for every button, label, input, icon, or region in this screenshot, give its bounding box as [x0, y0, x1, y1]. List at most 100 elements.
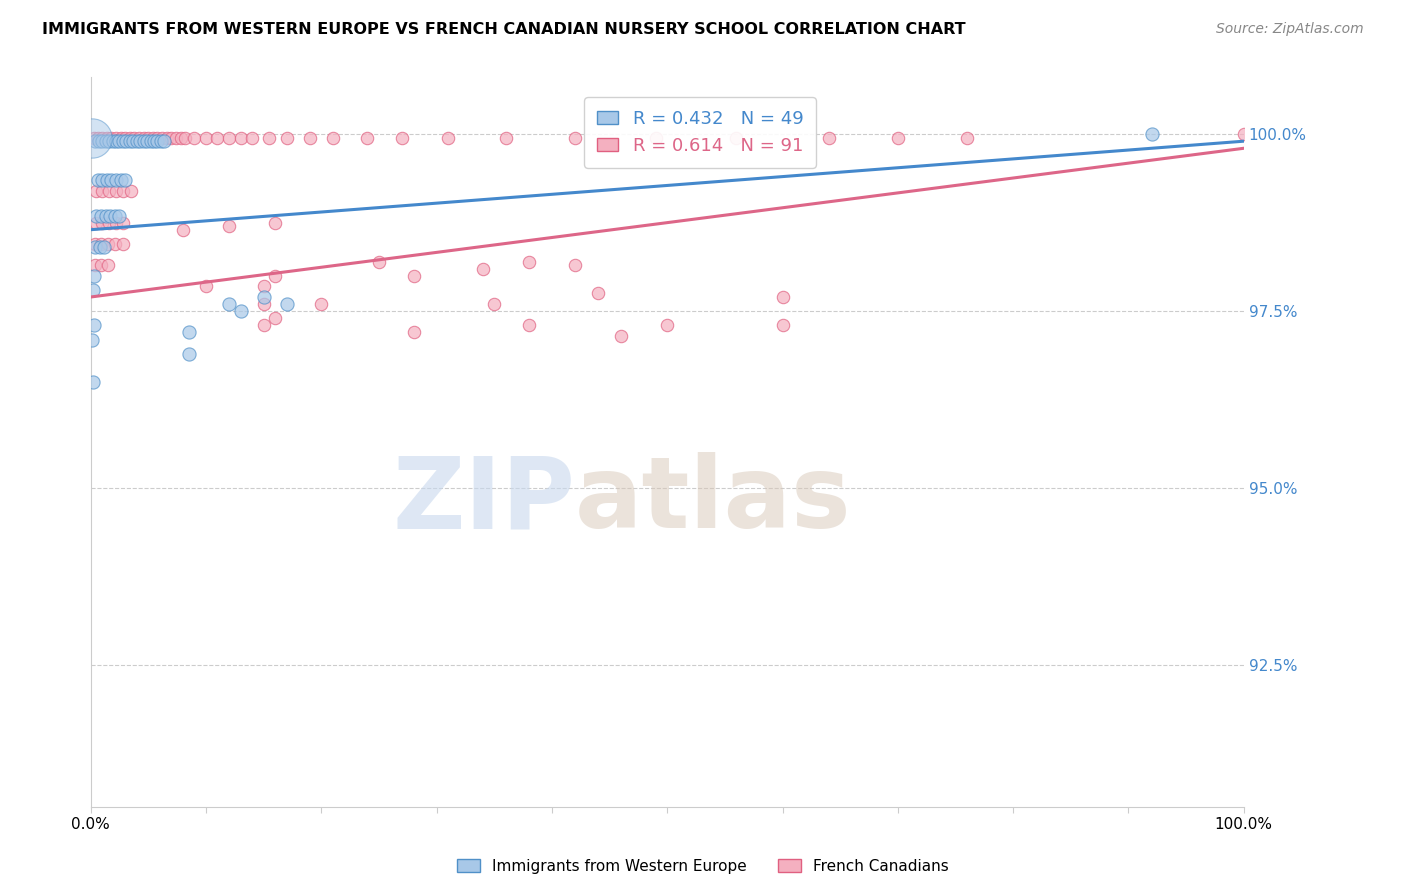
Point: [471, 261, 494, 276]
Point: [132, 130, 155, 145]
Point: [97, 236, 120, 251]
Point: [104, 130, 127, 145]
Point: [252, 290, 274, 304]
Point: [124, 130, 146, 145]
Text: atlas: atlas: [575, 452, 852, 549]
Point: [725, 130, 748, 145]
Point: [125, 134, 148, 148]
Point: [218, 219, 240, 234]
Point: [218, 297, 240, 311]
Point: [772, 290, 794, 304]
Point: [322, 130, 344, 145]
Point: [101, 134, 124, 148]
Point: [517, 254, 540, 268]
Text: Source: ZipAtlas.com: Source: ZipAtlas.com: [1216, 22, 1364, 37]
Point: [118, 134, 141, 148]
Point: [129, 134, 152, 148]
Point: [91, 130, 114, 145]
Point: [108, 134, 131, 148]
Point: [772, 318, 794, 333]
Point: [104, 209, 127, 223]
Point: [114, 130, 136, 145]
Point: [194, 279, 217, 293]
Point: [298, 130, 321, 145]
Point: [84, 236, 107, 251]
Point: [264, 311, 287, 326]
Point: [115, 134, 138, 148]
Point: [104, 236, 127, 251]
Point: [252, 318, 274, 333]
Point: [86, 173, 108, 187]
Point: [122, 134, 145, 148]
Point: [90, 258, 112, 272]
Point: [142, 130, 165, 145]
Point: [104, 184, 127, 198]
Point: [229, 130, 252, 145]
Point: [391, 130, 413, 145]
Point: [86, 209, 108, 223]
Point: [114, 173, 136, 187]
Point: [87, 134, 110, 148]
Point: [194, 130, 217, 145]
Point: [93, 240, 115, 254]
Point: [610, 329, 633, 343]
Point: [1140, 127, 1163, 141]
Point: [564, 258, 586, 272]
Point: [495, 130, 517, 145]
Point: [402, 268, 425, 283]
Point: [91, 184, 114, 198]
Point: [82, 375, 104, 389]
Point: [84, 240, 107, 254]
Point: [153, 134, 176, 148]
Point: [149, 134, 172, 148]
Point: [104, 216, 127, 230]
Point: [177, 326, 200, 340]
Point: [139, 134, 162, 148]
Point: [437, 130, 460, 145]
Point: [86, 216, 108, 230]
Point: [128, 130, 150, 145]
Point: [165, 130, 187, 145]
Point: [183, 130, 205, 145]
Point: [264, 216, 287, 230]
Point: [252, 279, 274, 293]
Point: [98, 209, 121, 223]
Point: [174, 130, 197, 145]
Point: [83, 268, 105, 283]
Point: [100, 130, 122, 145]
Point: [91, 216, 114, 230]
Point: [240, 130, 263, 145]
Point: [657, 318, 679, 333]
Point: [84, 258, 107, 272]
Point: [118, 130, 141, 145]
Point: [177, 346, 200, 360]
Point: [143, 134, 166, 148]
Point: [160, 130, 183, 145]
Point: [98, 134, 121, 148]
Point: [90, 209, 112, 223]
Point: [86, 184, 108, 198]
Point: [150, 130, 173, 145]
Point: [218, 130, 240, 145]
Point: [517, 318, 540, 333]
Point: [207, 130, 229, 145]
Point: [644, 130, 666, 145]
Point: [169, 130, 191, 145]
Point: [94, 209, 117, 223]
Legend: R = 0.432   N = 49, R = 0.614   N = 91: R = 0.432 N = 49, R = 0.614 N = 91: [583, 97, 815, 168]
Point: [136, 130, 159, 145]
Point: [887, 130, 910, 145]
Point: [86, 130, 108, 145]
Point: [80, 130, 103, 145]
Point: [172, 223, 194, 237]
Point: [104, 134, 127, 148]
Point: [100, 173, 122, 187]
Point: [586, 286, 609, 301]
Point: [120, 184, 142, 198]
Point: [96, 173, 118, 187]
Point: [89, 240, 111, 254]
Text: ZIP: ZIP: [392, 452, 575, 549]
Point: [97, 258, 120, 272]
Point: [84, 134, 107, 148]
Point: [817, 130, 839, 145]
